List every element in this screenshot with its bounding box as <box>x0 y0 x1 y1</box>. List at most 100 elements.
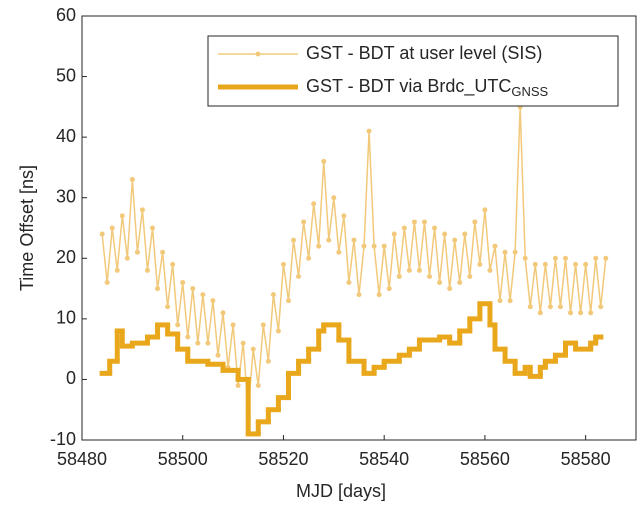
point <box>547 304 553 310</box>
point <box>119 213 125 219</box>
point <box>502 249 508 255</box>
legend-label: GST - BDT via Brdc_UTCGNSS <box>306 76 549 100</box>
point <box>210 298 216 304</box>
legend-text: GST - BDT via Brdc_UTC <box>306 76 511 97</box>
point <box>104 280 110 286</box>
point <box>230 322 236 328</box>
point <box>416 267 422 273</box>
point <box>285 298 291 304</box>
point <box>427 273 433 279</box>
point <box>532 261 538 267</box>
point <box>437 280 443 286</box>
point <box>542 261 548 267</box>
point <box>280 261 286 267</box>
point <box>573 261 579 267</box>
series-line <box>101 106 607 410</box>
point <box>366 128 372 134</box>
x-tick-label: 58580 <box>561 449 611 469</box>
point <box>512 249 518 255</box>
point <box>139 207 145 213</box>
x-tick-label: 58480 <box>57 449 107 469</box>
point <box>351 237 357 243</box>
point <box>371 243 377 249</box>
point <box>537 310 543 316</box>
point <box>114 267 120 273</box>
point <box>215 352 221 358</box>
y-tick-label: 10 <box>56 308 76 328</box>
point <box>477 261 483 267</box>
point <box>411 219 417 225</box>
point <box>346 280 352 286</box>
point <box>391 231 397 237</box>
point <box>341 213 347 219</box>
point <box>452 237 458 243</box>
point <box>260 322 266 328</box>
point <box>321 158 327 164</box>
point <box>482 207 488 213</box>
point <box>195 340 201 346</box>
point <box>361 243 367 249</box>
point <box>396 273 402 279</box>
point <box>165 304 171 310</box>
point <box>160 249 166 255</box>
x-tick-label: 58500 <box>158 449 208 469</box>
x-axis-label: MJD [days] <box>296 481 386 501</box>
point <box>150 225 156 231</box>
point <box>265 358 271 364</box>
y-tick-label: 20 <box>56 247 76 267</box>
point <box>562 255 568 261</box>
point <box>583 261 589 267</box>
point <box>155 286 161 292</box>
y-tick-label: 0 <box>66 368 76 388</box>
point <box>144 267 150 273</box>
y-tick-label: -10 <box>50 429 76 449</box>
legend-marker <box>255 51 261 57</box>
point <box>235 382 241 388</box>
point <box>129 177 135 183</box>
point <box>175 322 181 328</box>
point <box>250 346 256 352</box>
point <box>401 225 407 231</box>
point <box>316 243 322 249</box>
legend-label: GST - BDT at user level (SIS) <box>306 43 542 63</box>
point <box>442 231 448 237</box>
point <box>220 310 226 316</box>
point <box>124 255 130 261</box>
plot <box>99 104 609 437</box>
point <box>487 267 493 273</box>
point <box>462 231 468 237</box>
point <box>291 237 297 243</box>
point <box>296 273 302 279</box>
point <box>588 310 594 316</box>
point <box>421 219 427 225</box>
y-tick-label: 40 <box>56 126 76 146</box>
point <box>497 298 503 304</box>
y-tick-label: 60 <box>56 5 76 25</box>
point <box>180 280 186 286</box>
point <box>568 310 574 316</box>
point <box>522 255 528 261</box>
point <box>311 201 317 207</box>
legend-subscript: GNSS <box>511 84 548 99</box>
point <box>134 249 140 255</box>
point <box>557 304 563 310</box>
point <box>109 225 115 231</box>
point <box>507 298 513 304</box>
point <box>457 280 463 286</box>
point <box>275 328 281 334</box>
point <box>406 267 412 273</box>
point <box>356 292 362 298</box>
point <box>270 292 276 298</box>
legend-text: GST - BDT at user level (SIS) <box>306 43 542 63</box>
legend-box <box>207 35 619 107</box>
y-axis-label: Time Offset [ns] <box>17 165 37 291</box>
y-tick-label: 30 <box>56 186 76 206</box>
point <box>185 334 191 340</box>
point <box>326 237 332 243</box>
point <box>301 219 307 225</box>
point <box>306 255 312 261</box>
point <box>205 340 211 346</box>
point <box>467 273 473 279</box>
x-tick-label: 58520 <box>258 449 308 469</box>
